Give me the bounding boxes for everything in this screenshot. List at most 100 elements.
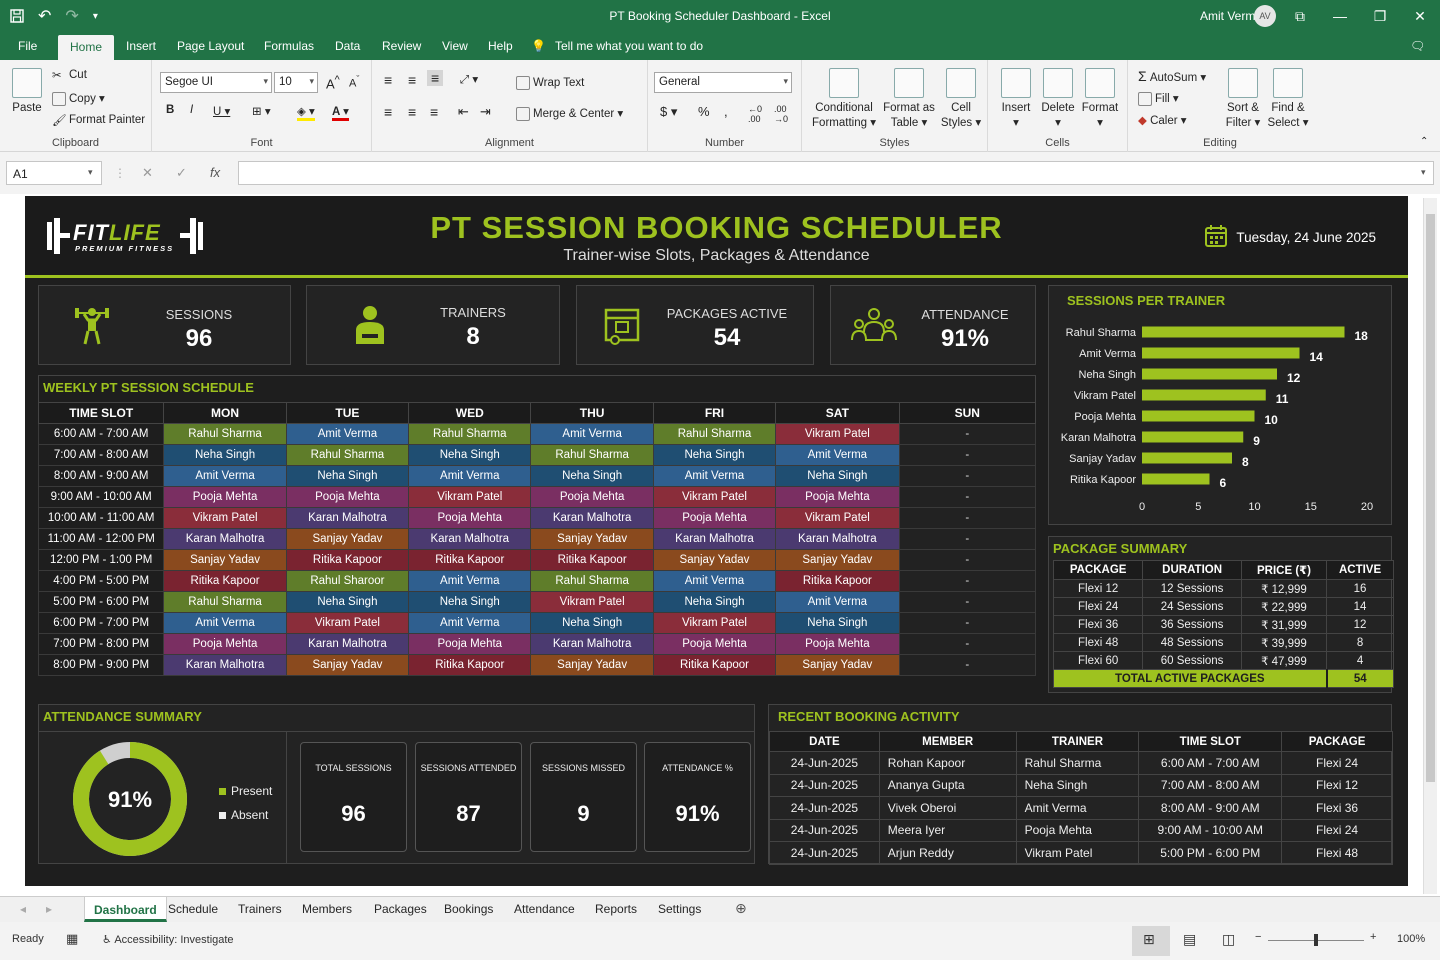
trainer-cell[interactable]: Ritika Kapoor (775, 570, 900, 592)
paste-button[interactable]: Paste (8, 68, 46, 116)
time-slot-cell[interactable]: 9:00 AM - 10:00 AM (37, 486, 165, 508)
vertical-scrollbar[interactable] (1423, 198, 1437, 894)
conditional-formatting-button[interactable]: Conditional Formatting ▾ (808, 68, 880, 131)
trainer-cell[interactable]: Amit Verma (408, 612, 532, 634)
tab-page-layout[interactable]: Page Layout (177, 39, 245, 53)
empty-slot-cell[interactable]: - (898, 507, 1037, 529)
trainer-cell[interactable]: Ritika Kapoor (163, 570, 287, 592)
sheet-tab-attendance[interactable]: Attendance (514, 902, 575, 916)
time-slot-cell[interactable]: 4:00 PM - 5:00 PM (37, 570, 165, 592)
align-right-icon[interactable]: ≡ (430, 104, 439, 120)
delete-cells-button[interactable]: Delete ▾ (1038, 68, 1078, 131)
find-select-button[interactable]: Find & Select ▾ (1266, 68, 1310, 131)
font-name-select[interactable]: Segoe UI (160, 72, 272, 93)
sheet-tab-trainers[interactable]: Trainers (238, 902, 282, 916)
undo-icon[interactable]: ↶ (38, 8, 52, 25)
zoom-slider-thumb[interactable] (1314, 934, 1318, 946)
currency-icon[interactable]: $ ▾ (660, 104, 678, 119)
avatar[interactable]: AV (1254, 5, 1276, 27)
number-format-select[interactable]: General (654, 72, 792, 93)
time-slot-cell[interactable]: 12:00 PM - 1:00 PM (37, 549, 165, 571)
trainer-cell[interactable]: Sanjay Yadav (163, 549, 287, 571)
trainer-cell[interactable]: Karan Malhotra (285, 507, 410, 529)
macro-icon[interactable]: ▦ (66, 931, 79, 946)
empty-slot-cell[interactable]: - (898, 633, 1037, 655)
tab-view[interactable]: View (442, 39, 468, 53)
align-left-icon[interactable]: ≡ (384, 104, 393, 120)
cut-button[interactable]: ✂ Cut (52, 69, 87, 82)
time-slot-cell[interactable]: 8:00 AM - 9:00 AM (37, 465, 165, 487)
time-slot-cell[interactable]: 7:00 PM - 8:00 PM (37, 633, 165, 655)
italic-button[interactable]: I (190, 104, 194, 116)
trainer-cell[interactable]: Neha Singh (530, 465, 654, 487)
increase-indent-icon[interactable]: ⇥ (480, 104, 491, 119)
trainer-cell[interactable]: Neha Singh (775, 612, 900, 634)
empty-slot-cell[interactable]: - (898, 444, 1037, 466)
zoom-level[interactable]: 100% (1397, 933, 1426, 945)
trainer-cell[interactable]: Vikram Patel (652, 612, 777, 634)
tab-review[interactable]: Review (382, 39, 422, 53)
cell-styles-button[interactable]: Cell Styles ▾ (938, 68, 984, 131)
zoom-out-icon[interactable]: − (1255, 931, 1262, 943)
autosum-button[interactable]: Σ AutoSum ▾ (1138, 68, 1207, 84)
name-box-dropdown-icon[interactable]: ▾ (88, 167, 93, 177)
font-size-select[interactable]: 10 (274, 72, 318, 93)
trainer-cell[interactable]: Neha Singh (408, 444, 532, 466)
trainer-cell[interactable]: Neha Singh (652, 444, 777, 466)
redo-icon[interactable]: ↷ (65, 8, 79, 25)
sheet-tab-members[interactable]: Members (302, 902, 353, 916)
trainer-cell[interactable]: Sanjay Yadav (652, 549, 777, 571)
time-slot-cell[interactable]: 10:00 AM - 11:00 AM (37, 507, 165, 529)
function-icon[interactable]: fx (210, 165, 221, 180)
trainer-cell[interactable]: Rahul Sharma (530, 444, 654, 466)
sheet-tab-reports[interactable]: Reports (595, 902, 638, 916)
trainer-cell[interactable]: Karan Malhotra (775, 528, 900, 550)
trainer-cell[interactable]: Sanjay Yadav (775, 549, 900, 571)
trainer-cell[interactable]: Pooja Mehta (163, 633, 287, 655)
trainer-cell[interactable]: Sanjay Yadav (285, 528, 410, 550)
expand-formula-icon[interactable]: ▾ (1421, 167, 1426, 177)
sort-filter-button[interactable]: Sort & Filter ▾ (1222, 68, 1264, 131)
collapse-ribbon-icon[interactable]: ⌃ (1420, 136, 1429, 147)
trainer-cell[interactable]: Pooja Mehta (163, 486, 287, 508)
trainer-cell[interactable]: Neha Singh (163, 444, 287, 466)
trainer-cell[interactable]: Vikram Patel (163, 507, 287, 529)
trainer-cell[interactable]: Pooja Mehta (652, 633, 777, 655)
trainer-cell[interactable]: Ritika Kapoor (408, 654, 532, 676)
trainer-cell[interactable]: Karan Malhotra (285, 633, 410, 655)
sheet-tab-dashboard[interactable]: Dashboard (84, 897, 167, 922)
trainer-cell[interactable]: Amit Verma (285, 423, 410, 445)
orientation-icon[interactable]: ⤢ ▾ (460, 74, 479, 86)
align-bottom-icon[interactable]: ≡ (427, 70, 444, 86)
font-color-icon[interactable]: A ▾ (332, 104, 349, 121)
tab-file[interactable]: File (18, 39, 38, 53)
trainer-cell[interactable]: Pooja Mehta (652, 507, 777, 529)
time-slot-cell[interactable]: 7:00 AM - 8:00 AM (37, 444, 165, 466)
trainer-cell[interactable]: Amit Verma (408, 570, 532, 592)
cancel-icon[interactable]: ✕ (142, 165, 153, 180)
trainer-cell[interactable]: Amit Verma (775, 591, 900, 613)
time-slot-cell[interactable]: 11:00 AM - 12:00 PM (37, 528, 165, 550)
minimize-icon[interactable]: — (1333, 8, 1347, 24)
trainer-cell[interactable]: Ritika Kapoor (285, 549, 410, 571)
decrease-decimal-icon[interactable]: .00 →0 (774, 104, 789, 124)
trainer-cell[interactable]: Sanjay Yadav (285, 654, 410, 676)
name-box[interactable]: A1 (6, 161, 102, 185)
trainer-cell[interactable]: Neha Singh (285, 591, 410, 613)
insert-cells-button[interactable]: Insert ▾ (996, 68, 1036, 131)
empty-slot-cell[interactable]: - (898, 486, 1037, 508)
scroll-left-icon[interactable]: ◂ (20, 902, 27, 916)
tab-data[interactable]: Data (335, 39, 361, 53)
format-cells-button[interactable]: Format ▾ (1080, 68, 1120, 131)
trainer-cell[interactable]: Karan Malhotra (530, 507, 654, 529)
tab-home[interactable]: Home (58, 35, 115, 60)
align-middle-icon[interactable]: ≡ (408, 72, 417, 88)
empty-slot-cell[interactable]: - (898, 570, 1037, 592)
page-layout-view-icon[interactable]: ▤ (1183, 931, 1197, 947)
trainer-cell[interactable]: Karan Malhotra (408, 528, 532, 550)
underline-button[interactable]: U ▾ (213, 106, 231, 118)
increase-decimal-icon[interactable]: ←0.00 (748, 104, 763, 124)
decrease-font-icon[interactable]: Aˇ (349, 74, 360, 90)
trainer-cell[interactable]: Neha Singh (285, 465, 410, 487)
ribbon-display-icon[interactable]: ⧉ (1295, 8, 1305, 24)
